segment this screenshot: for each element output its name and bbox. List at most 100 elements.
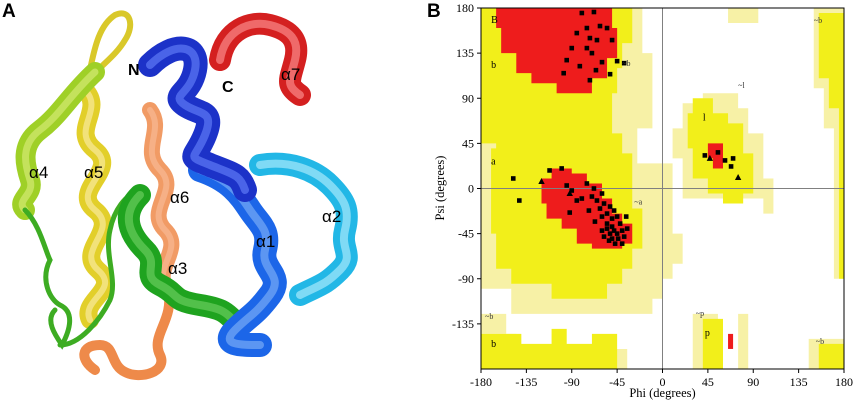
alpha3-label: α3 (168, 259, 187, 278)
square-point (619, 228, 625, 233)
square-point (564, 57, 570, 63)
region-label: ~l (738, 81, 745, 90)
region-label: ~b (622, 59, 630, 68)
square-point (614, 214, 620, 219)
square-point (604, 25, 610, 31)
square-point (547, 168, 552, 173)
y-tick-label: 180 (456, 1, 474, 15)
square-point (607, 231, 613, 236)
square-point (611, 208, 617, 213)
square-point (612, 241, 618, 246)
square-point (621, 60, 627, 66)
triangle-point (566, 190, 573, 197)
square-point (604, 221, 610, 226)
region-label: ~b (816, 337, 824, 346)
alpha1-label: α1 (256, 232, 275, 251)
panel-b-letter: B (427, 1, 441, 22)
y-tick-label: 0 (468, 182, 474, 196)
square-point (615, 236, 621, 241)
x-tick-label: 90 (747, 375, 759, 389)
x-tick-label: 45 (702, 375, 714, 389)
x-tick-label: 180 (835, 375, 853, 389)
square-point (510, 176, 516, 181)
square-point (579, 196, 585, 201)
square-point (607, 71, 613, 77)
x-axis-title: Phi (degrees) (629, 386, 695, 400)
c-terminus-label: C (222, 79, 234, 96)
region-shading (481, 8, 844, 369)
square-point (599, 228, 605, 233)
y-tick-label: -90 (458, 272, 474, 286)
square-point (561, 70, 566, 76)
region-label: b (491, 60, 496, 71)
region-label: ~a (634, 198, 642, 207)
square-point (609, 216, 615, 221)
core-region-2 (707, 143, 723, 169)
square-point (584, 25, 590, 31)
region-label: B (491, 15, 498, 26)
y-axis-ticks: 180 135 90 45 0 -45 -90 -135 (452, 1, 481, 331)
region-label: ~p (696, 309, 704, 318)
y-tick-label: -135 (452, 317, 474, 331)
square-point (621, 234, 627, 239)
square-point (604, 226, 610, 231)
y-tick-label: 45 (462, 136, 474, 150)
square-point (564, 183, 570, 188)
y-tick-label: 135 (456, 46, 474, 60)
data-points (510, 9, 742, 246)
square-point (609, 37, 615, 43)
square-point (579, 10, 585, 16)
square-point (517, 198, 522, 203)
square-point (597, 23, 603, 29)
square-point (569, 188, 575, 193)
square-point (611, 228, 617, 233)
square-point (584, 181, 590, 186)
x-tick-label: -90 (564, 375, 580, 389)
green-loops (22, 187, 143, 350)
generous-region-3 (728, 8, 759, 24)
core-region-3 (728, 333, 734, 349)
region-label: ~b (485, 312, 493, 321)
alpha4-label: α4 (29, 163, 48, 182)
y-tick-label: 90 (462, 91, 474, 105)
square-point (623, 214, 629, 219)
y-axis-title: Psi (degrees) (433, 156, 447, 221)
x-tick-label: 0 (660, 375, 666, 389)
x-tick-label: -45 (609, 375, 625, 389)
square-point (624, 226, 630, 231)
square-point (604, 211, 610, 216)
alpha4-helix (12, 62, 105, 220)
top-loop (87, 10, 134, 73)
square-point (594, 198, 600, 203)
square-point (594, 37, 600, 43)
n-terminus-label: N (128, 62, 140, 79)
square-point (577, 63, 583, 69)
allowed-region-1 (481, 328, 618, 369)
zero-crosshair (481, 8, 844, 369)
allowed-region-4 (702, 318, 723, 369)
square-point (586, 208, 592, 213)
square-point (607, 204, 613, 209)
square-point (591, 186, 597, 191)
triangle-point (706, 154, 714, 161)
square-point (567, 210, 573, 215)
region-label: b (491, 339, 496, 350)
x-axis-ticks: -180 -135 -90 -45 0 45 90 135 180 (470, 369, 853, 389)
alpha1-helix (188, 158, 287, 357)
square-point (574, 198, 580, 203)
alpha2-label: α2 (322, 207, 341, 226)
square-point (559, 166, 564, 171)
protein-structure-illustration: N C α7 α4 α5 α6 α2 α1 α3 (12, 10, 358, 381)
square-point (702, 153, 708, 158)
square-point (606, 238, 612, 243)
alpha7-label: α7 (281, 65, 300, 84)
alpha6-lower-loop (79, 285, 175, 381)
square-point (587, 77, 593, 83)
region-label: l (703, 112, 706, 123)
square-point (617, 221, 623, 226)
square-point (599, 214, 605, 219)
square-point (584, 45, 590, 51)
square-point (597, 206, 603, 211)
x-tick-label: -135 (515, 375, 537, 389)
square-point (601, 234, 607, 239)
